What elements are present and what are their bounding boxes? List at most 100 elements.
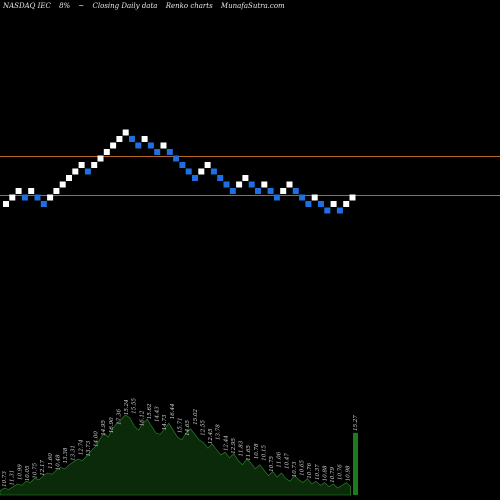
volume-value-label: 10.76: [338, 464, 344, 480]
up-brick: [59, 181, 66, 188]
down-brick: [166, 149, 173, 155]
volume-value-label: 11.31: [10, 470, 16, 486]
reference-lines: [0, 156, 500, 196]
up-brick: [53, 188, 60, 194]
down-brick: [21, 194, 28, 201]
up-brick: [330, 201, 337, 207]
down-brick: [129, 136, 135, 142]
up-brick: [110, 142, 117, 149]
up-brick: [242, 175, 249, 181]
volume-value-label: 10.99: [17, 464, 23, 480]
volume-value-label: 14.95: [101, 420, 107, 436]
up-brick: [141, 136, 148, 142]
up-brick: [66, 175, 72, 181]
down-brick: [299, 194, 306, 201]
down-brick: [84, 168, 91, 175]
volume-value-label: 17.36: [117, 409, 123, 425]
down-brick: [135, 142, 142, 149]
volume-value-label: 14.43: [155, 406, 161, 422]
down-brick: [336, 207, 343, 214]
down-brick: [147, 142, 154, 149]
volume-value-label: 11.83: [239, 440, 245, 456]
volume-value-label: 15.02: [193, 409, 199, 425]
volume-value-label: 10.76: [307, 462, 313, 478]
volume-value-label: 13.73: [86, 440, 92, 456]
volume-value-label: 14.00: [94, 431, 100, 447]
up-brick: [47, 194, 54, 201]
down-brick: [324, 207, 331, 214]
down-brick: [305, 201, 312, 207]
down-brick: [34, 194, 41, 201]
volume-value-label: 13.38: [63, 447, 69, 463]
volume-value-label: 10.88: [323, 465, 329, 481]
volume-value-label: 16.44: [170, 403, 176, 419]
change-label: 8%: [59, 2, 71, 10]
volume-value-label: 10.78: [254, 443, 260, 459]
up-brick: [204, 162, 211, 168]
volume-value-label: 15.24: [124, 399, 130, 415]
volume-value-label: 11.65: [246, 444, 252, 460]
volume-panel: 10.73 11.31 10.99 10.05 10.75 12.17 11.60 10.48…: [0, 398, 359, 496]
up-brick: [28, 188, 35, 194]
up-brick: [3, 201, 9, 207]
volume-area: [0, 414, 351, 496]
volume-value-label: 14.73: [162, 414, 168, 430]
down-brick: [217, 175, 224, 181]
volume-value-label: 11.06: [277, 451, 283, 467]
volume-value-label: 12.55: [200, 420, 206, 436]
volume-value-label: 12.45: [208, 428, 214, 444]
description-label: Closing Daily data: [92, 2, 158, 10]
volume-value-label: 15.55: [132, 398, 138, 414]
volume-value-label: 11.60: [48, 453, 54, 469]
up-brick: [280, 188, 287, 194]
volume-value-label: 12.74: [78, 439, 84, 455]
volume-last-bar: [353, 432, 358, 495]
volume-value-label: 10.48: [55, 454, 61, 470]
volume-value-label: 10.15: [261, 444, 267, 460]
down-brick: [173, 155, 180, 162]
down-brick: [273, 194, 280, 201]
down-brick: [185, 168, 192, 175]
volume-value-label: 10.05: [25, 465, 31, 481]
volume-value-label: 14.65: [185, 420, 191, 436]
volume-value-label: 10.73: [292, 461, 298, 477]
volume-value-label: 10.37: [315, 464, 321, 480]
volume-value-label: 10.75: [33, 462, 39, 478]
up-brick: [122, 129, 129, 136]
up-brick: [116, 136, 123, 142]
up-brick: [343, 201, 350, 207]
down-brick: [210, 168, 217, 175]
chart-header: NASDAQ IEC 8% ~ Closing Daily data Renko…: [3, 2, 497, 10]
down-brick: [229, 188, 236, 194]
volume-value-label: 15.71: [178, 417, 184, 433]
up-brick: [311, 194, 318, 201]
down-brick: [40, 201, 47, 207]
volume-value-label: 16.12: [139, 410, 145, 426]
up-brick: [198, 168, 205, 175]
volume-value-label: 13.78: [216, 424, 222, 440]
up-brick: [72, 168, 79, 175]
up-brick: [349, 194, 356, 201]
volume-value-label: 12.95: [231, 438, 237, 454]
volume-value-label: 10.98: [345, 465, 351, 481]
up-brick: [97, 155, 104, 162]
site-label: MunafaSutra.com: [220, 2, 285, 10]
down-brick: [292, 188, 299, 194]
volume-value-label: 10.47: [284, 453, 290, 469]
down-brick: [192, 175, 198, 181]
volume-value-label: 10.65: [300, 460, 306, 476]
volume-value-label: 12.17: [40, 460, 46, 476]
up-brick: [236, 181, 243, 188]
up-brick: [91, 162, 98, 168]
renko-bricks: [3, 129, 356, 214]
trend-arrow-icon: ~: [78, 2, 85, 10]
up-brick: [78, 162, 85, 168]
down-brick: [255, 188, 261, 194]
volume-value-label: 15.27: [353, 415, 359, 431]
down-brick: [179, 162, 186, 168]
up-brick: [103, 149, 110, 155]
down-brick: [223, 181, 230, 188]
volume-value-label: 10.79: [330, 466, 336, 482]
down-brick: [267, 188, 274, 194]
